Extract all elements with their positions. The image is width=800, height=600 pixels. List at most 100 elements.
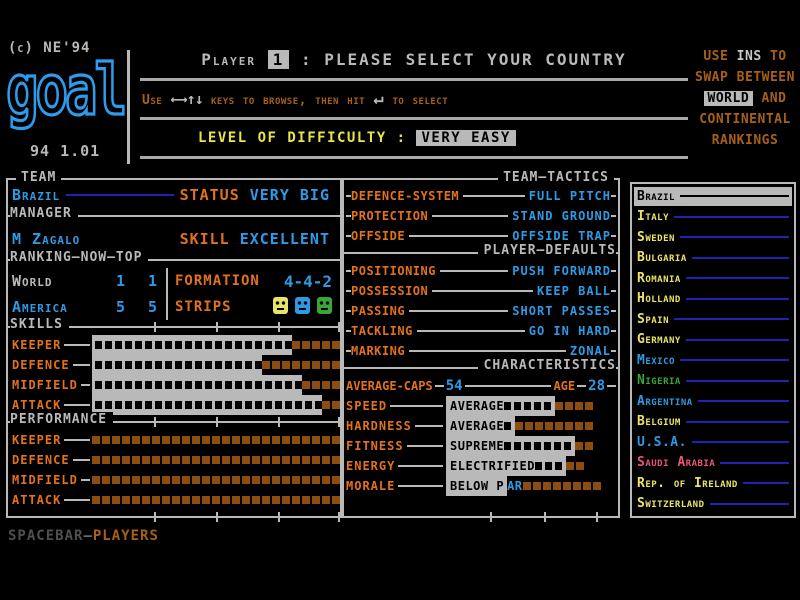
- team-panel: TEAM Brazil STATUS VERY BIG MANAGER M Za…: [6, 170, 342, 522]
- stat-label-text: KEEPER: [12, 433, 62, 447]
- country-list-item[interactable]: Belgium: [634, 412, 792, 431]
- country-list: Brazil Italy Sweden Bulgaria Romania Holland S…: [632, 184, 794, 516]
- country-name: U.S.A.: [637, 434, 687, 450]
- edge-tick: [346, 310, 351, 312]
- country-list-item[interactable]: Switzerland: [634, 494, 792, 513]
- country-underline: [685, 379, 789, 382]
- ranking-rows: World 1 1 America 5 5: [8, 268, 166, 320]
- strip-shirt-icon: [295, 296, 310, 314]
- select-country-prompt: : PLEASE SELECT YOUR COUNTRY: [300, 50, 627, 69]
- country-list-item[interactable]: Holland: [634, 289, 792, 308]
- stat-bar-label: KEEPER: [8, 430, 92, 450]
- bar-empty-squares: [515, 422, 594, 430]
- characteristic-bar: BELOW P: [446, 476, 508, 496]
- country-list-item[interactable]: Spain: [634, 310, 792, 329]
- country-list-item[interactable]: Italy: [634, 207, 792, 226]
- characteristic-rating: AVERAGE: [450, 419, 505, 433]
- copyright-text: (c) NE'94: [8, 40, 91, 56]
- edge-tick: [611, 235, 616, 237]
- country-list-item[interactable]: Bulgaria: [634, 248, 792, 267]
- country-underline: [679, 195, 789, 198]
- tactics-section-label: TEAM—TACTICS: [498, 170, 614, 185]
- strip-shirt-icon: [317, 296, 332, 314]
- strip-icons: [266, 296, 332, 318]
- browse-hint-mid: keys to browse, then hit: [210, 93, 366, 108]
- bar-filled-segment: [91, 335, 293, 355]
- ranking-name: America: [12, 298, 68, 316]
- characteristic-row: ENERGY ELECTRIFIED: [344, 456, 618, 476]
- note-line-2: SWAP BETWEEN: [695, 70, 795, 85]
- tactic-row: OFFSIDE OFFSIDE TRAP: [344, 226, 618, 246]
- country-list-item[interactable]: Nigeria: [634, 371, 792, 390]
- country-list-item[interactable]: Sweden: [634, 228, 792, 247]
- characteristic-label: MORALE: [346, 476, 446, 496]
- note-line-3: WORLD AND: [692, 88, 798, 109]
- country-name: Belgium: [637, 414, 681, 430]
- difficulty-colon: :: [396, 130, 407, 146]
- country-underline: [709, 502, 789, 505]
- connector-line: [409, 310, 509, 312]
- ranking-top: 5: [147, 298, 158, 316]
- connector-line: [66, 193, 174, 196]
- tactic-value: FULL PITCH: [528, 189, 611, 203]
- bar-empty-squares: [522, 482, 601, 490]
- manager-row: M Zagalo SKILL EXCELLENT: [8, 224, 340, 253]
- team-name-row: Brazil STATUS VERY BIG: [8, 180, 340, 209]
- formation-value: 4-4-2: [283, 271, 332, 291]
- world-toggle[interactable]: WORLD: [703, 91, 754, 106]
- country-list-item[interactable]: Argentina: [634, 392, 792, 411]
- connector-line: [398, 465, 443, 467]
- ranking-row: America 5 5: [12, 294, 166, 320]
- country-list-item[interactable]: Saudi Arabia: [634, 453, 792, 472]
- tactic-value: ZONAL: [569, 344, 611, 358]
- player-number: 1: [267, 50, 290, 69]
- ranking-divider: RANKING—NOW—TOP: [8, 250, 340, 268]
- header: Player 1 : PLEASE SELECT YOUR COUNTRY Us…: [140, 42, 688, 159]
- country-underline: [691, 256, 789, 259]
- tactic-row: TACKLING GO IN HARD: [344, 321, 618, 341]
- team-name: Brazil: [12, 185, 61, 204]
- country-name: Mexico: [637, 352, 675, 368]
- browse-hint-post: to select: [392, 93, 449, 108]
- browse-hint-pre: Use: [142, 93, 163, 108]
- stat-label-text: KEEPER: [12, 338, 62, 352]
- stat-bar-label: MIDFIELD: [8, 375, 92, 395]
- connector-line: [80, 384, 90, 386]
- players-label: PLAYERS: [92, 528, 159, 544]
- bar-filled-segment: [91, 375, 303, 395]
- version-text: 94 1.01: [30, 142, 101, 160]
- characteristic-label-text: FITNESS: [346, 439, 404, 453]
- bar-filled-segment: [91, 355, 263, 375]
- stat-bar-row: DEFENCE: [8, 355, 340, 375]
- difficulty-value[interactable]: VERY EASY: [416, 130, 516, 146]
- characteristic-label: HARDNESS: [346, 416, 446, 436]
- edge-tick: [346, 290, 351, 292]
- tactic-row: POSITIONING PUSH FORWARD: [344, 261, 618, 281]
- country-list-item[interactable]: Rep. of Ireland: [634, 474, 792, 493]
- characteristic-label: SPEED: [346, 396, 446, 416]
- tactic-label: POSSESSION: [351, 284, 429, 298]
- stat-bar-row: ATTACK: [8, 490, 340, 510]
- age-label: AGE: [553, 379, 576, 393]
- divider-line: [140, 78, 688, 81]
- performance-section-label: PERFORMANCE: [10, 412, 114, 427]
- stat-label-text: ATTACK: [12, 493, 62, 507]
- strip-shirt-icon: [273, 296, 288, 314]
- stat-label-text: DEFENCE: [12, 453, 70, 467]
- note-line-1: USE INS TO: [703, 49, 787, 64]
- bar-filled-squares: [504, 402, 553, 410]
- country-underline: [691, 441, 789, 444]
- country-name: Switzerland: [637, 496, 705, 512]
- stat-bar-label: DEFENCE: [8, 355, 92, 375]
- country-name: Brazil: [637, 188, 675, 204]
- country-list-item[interactable]: Germany: [634, 330, 792, 349]
- country-list-item[interactable]: Brazil: [634, 186, 792, 206]
- tactic-label: POSITIONING: [351, 264, 436, 278]
- country-name: Argentina: [637, 393, 693, 409]
- country-list-item[interactable]: Romania: [634, 269, 792, 288]
- performance-bars: KEEPER DEFENCE MIDFIELD ATTACK: [8, 430, 340, 510]
- country-list-item[interactable]: Mexico: [634, 351, 792, 370]
- stat-label-text: MIDFIELD: [12, 378, 78, 392]
- country-list-item[interactable]: U.S.A.: [634, 433, 792, 452]
